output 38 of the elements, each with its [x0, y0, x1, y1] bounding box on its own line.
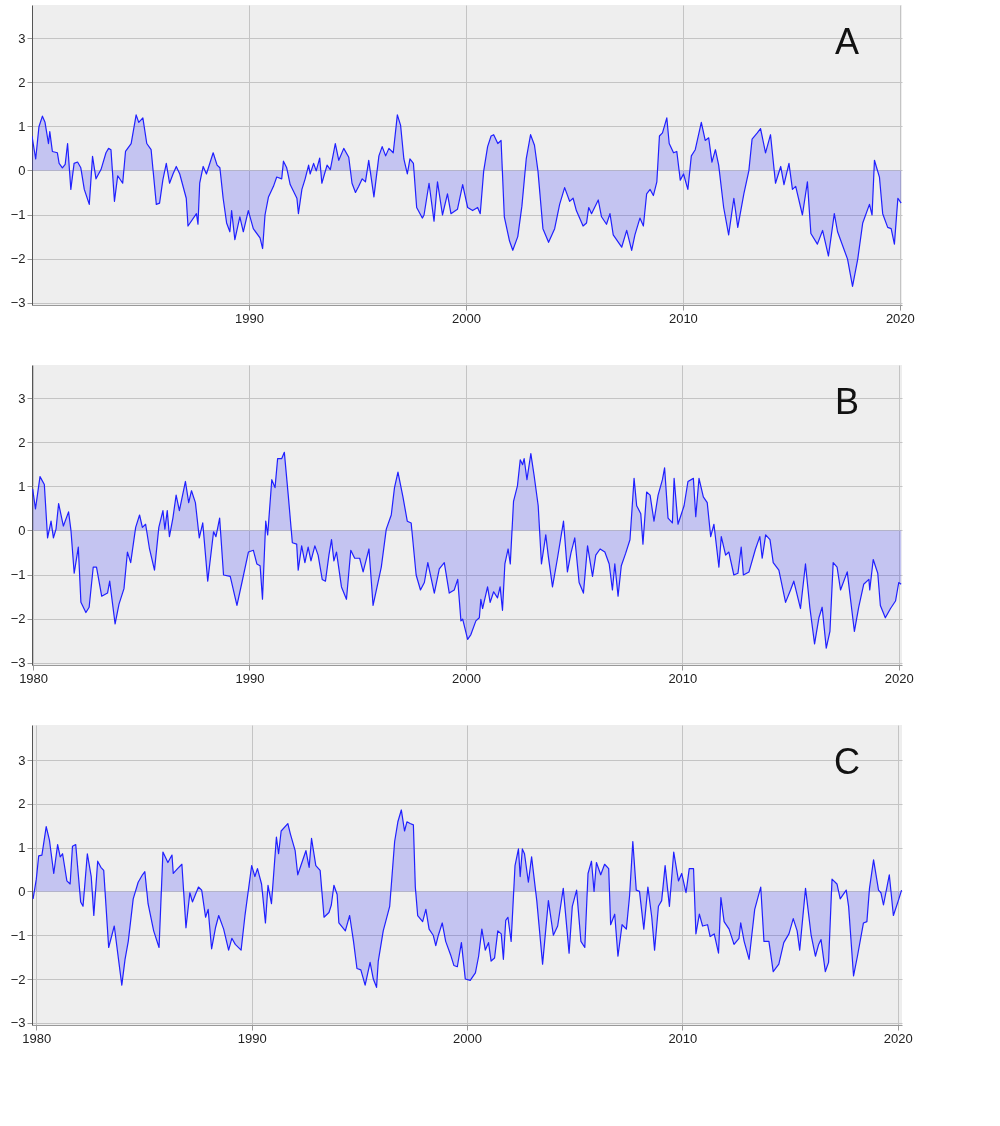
- y-tick-label: 2: [18, 796, 26, 812]
- annotation: A: [834, 21, 860, 62]
- x-tick-label: 2020: [883, 1030, 913, 1046]
- y-tick-label: −3: [10, 1015, 26, 1031]
- y-tick-label: 1: [18, 478, 26, 494]
- y-tick-label: 1: [18, 118, 26, 134]
- y-tick-label: −1: [10, 207, 26, 223]
- y-tick-label: −1: [10, 927, 26, 943]
- y-tick-label: 0: [18, 883, 26, 899]
- x-tick-label: 2010: [668, 1030, 698, 1046]
- x-tick-label: 1980: [19, 670, 49, 686]
- annotation: C: [834, 741, 860, 782]
- x-tick-label: 1990: [235, 310, 264, 326]
- x-tick-label: 2010: [668, 670, 698, 686]
- x-tick-label: 1990: [235, 670, 265, 686]
- x-tick-label: 1990: [237, 1030, 267, 1046]
- x-tick-label: 2020: [885, 310, 915, 326]
- x-tick-label: 2020: [884, 670, 914, 686]
- y-tick-label: 0: [18, 162, 26, 178]
- x-tick-label: 2010: [668, 310, 698, 326]
- y-tick-label: 3: [18, 390, 26, 406]
- y-tick-label: 1: [18, 840, 26, 856]
- y-tick-label: −2: [10, 611, 26, 627]
- x-tick-label: 2000: [451, 670, 481, 686]
- annotation: B: [834, 381, 860, 422]
- y-tick-label: 0: [18, 522, 26, 538]
- y-tick-label: 3: [18, 752, 26, 768]
- y-tick-label: 2: [18, 74, 26, 90]
- x-tick-label: 2000: [451, 310, 481, 326]
- x-tick-label: 2000: [453, 1030, 482, 1046]
- y-tick-label: −2: [10, 971, 26, 987]
- y-tick-label: −3: [10, 295, 26, 311]
- y-tick-label: −1: [10, 567, 26, 583]
- y-tick-label: −3: [10, 655, 26, 671]
- y-tick-label: 3: [18, 30, 26, 46]
- x-tick-label: 1980: [22, 1030, 52, 1046]
- y-tick-label: −2: [10, 251, 26, 267]
- y-tick-label: 2: [18, 434, 26, 450]
